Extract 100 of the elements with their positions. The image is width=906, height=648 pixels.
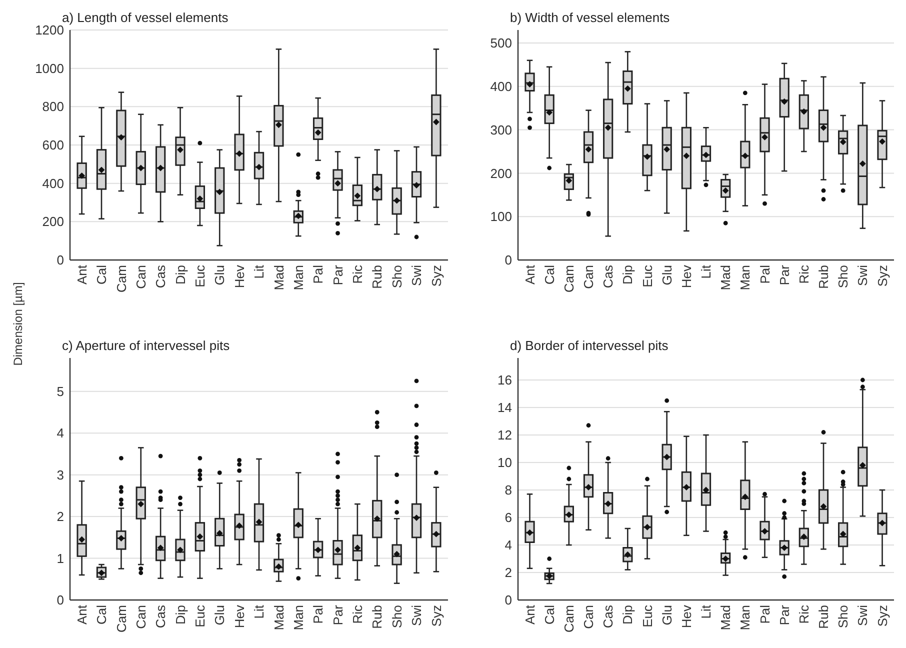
x-tick-label: Can <box>581 265 596 289</box>
y-tick-label: 200 <box>490 166 512 181</box>
x-tick-label: Cam <box>561 265 576 292</box>
x-tick-label: Rub <box>816 265 832 289</box>
y-tick-label: 6 <box>504 510 512 526</box>
y-tick-label: 400 <box>42 176 64 191</box>
x-tick-label: Euc <box>640 264 655 288</box>
x-tick-label: Swi <box>409 604 424 626</box>
x-tick-label: Ant <box>74 264 90 285</box>
x-tick-label: Can <box>133 605 148 629</box>
x-tick-label: Cas <box>153 264 168 288</box>
x-tick-label: Dip <box>620 605 636 625</box>
x-tick-label: Swi <box>409 264 424 286</box>
x-tick-label: Cal <box>542 604 557 625</box>
chart-title: b) Width of vessel elements <box>510 10 670 25</box>
x-tick-label: Mad <box>271 605 286 630</box>
y-tick-label: 100 <box>490 209 512 224</box>
x-tick-label: Dip <box>172 265 188 285</box>
x-tick-label: Cas <box>600 604 616 628</box>
y-tick-label: 3 <box>56 467 64 482</box>
x-tick-label: Pal <box>310 604 326 624</box>
x-tick-label: Man <box>290 605 306 630</box>
y-tick-label: 1 <box>56 550 64 566</box>
y-tick-label: 0 <box>56 592 64 608</box>
x-tick-label: Ant <box>522 264 538 285</box>
chart-title: c) Aperture of intervessel pits <box>62 338 230 353</box>
y-tick-label: 16 <box>498 372 512 388</box>
x-tick-label: Glu <box>659 605 674 626</box>
x-tick-label: Lit <box>252 604 267 619</box>
chart-title: a) Length of vessel elements <box>62 10 229 25</box>
x-tick-label: Mad <box>271 265 286 290</box>
x-tick-label: Ant <box>522 604 538 625</box>
x-tick-label: Man <box>738 265 753 290</box>
x-tick-label: Glu <box>212 265 228 286</box>
x-tick-label: Man <box>290 265 306 290</box>
y-tick-label: 12 <box>498 428 512 443</box>
x-tick-label: Euc <box>640 604 655 628</box>
y-tick-label: 500 <box>490 36 512 51</box>
x-tick-label: Syz <box>428 265 444 287</box>
x-tick-label: Ric <box>796 264 812 284</box>
x-tick-label: Rub <box>370 265 385 289</box>
x-tick-label: Glu <box>659 265 674 286</box>
y-axis-title: Dimension [µm] <box>11 282 25 366</box>
x-tick-label: Syz <box>428 605 444 627</box>
x-tick-label: Man <box>738 605 753 630</box>
y-tick-label: 10 <box>498 455 512 470</box>
x-tick-label: Ant <box>74 604 90 625</box>
x-tick-label: Sho <box>389 265 404 288</box>
x-tick-label: Syz <box>874 265 890 287</box>
y-tick-label: 0 <box>56 252 64 268</box>
y-tick-label: 4 <box>56 426 64 441</box>
x-tick-label: Par <box>776 264 792 286</box>
y-tick-label: 0 <box>504 592 512 608</box>
x-tick-label: Euc <box>192 604 208 628</box>
x-tick-label: Cal <box>94 264 110 285</box>
x-tick-label: Cas <box>600 264 616 288</box>
x-tick-label: Hev <box>678 264 694 288</box>
y-tick-label: 400 <box>490 78 512 94</box>
x-tick-label: Can <box>133 265 148 289</box>
chart-title: d) Border of intervessel pits <box>510 338 669 353</box>
y-tick-label: 2 <box>504 565 512 580</box>
x-tick-label: Par <box>330 604 346 626</box>
y-tick-label: 200 <box>42 214 64 230</box>
x-tick-label: Cam <box>114 605 129 632</box>
y-tick-label: 2 <box>56 509 64 524</box>
x-tick-label: Ric <box>350 264 365 284</box>
x-tick-label: Glu <box>212 605 228 626</box>
x-tick-label: Lit <box>252 264 267 279</box>
x-tick-label: Dip <box>620 265 636 285</box>
x-tick-label: Lit <box>698 264 714 279</box>
x-tick-label: Pal <box>310 264 326 284</box>
x-tick-label: Syz <box>874 605 890 627</box>
x-tick-label: Can <box>581 605 596 629</box>
x-tick-label: Rub <box>816 605 832 629</box>
x-tick-label: Ric <box>796 604 812 624</box>
x-tick-label: Ric <box>350 604 365 624</box>
y-tick-label: 14 <box>498 400 512 416</box>
y-tick-label: 5 <box>56 384 64 399</box>
x-tick-label: Cam <box>561 605 576 632</box>
x-tick-label: Hev <box>232 604 247 628</box>
y-tick-label: 8 <box>504 482 512 498</box>
x-tick-label: Rub <box>370 605 385 629</box>
x-tick-label: Sho <box>389 605 404 628</box>
x-tick-label: Sho <box>836 605 851 628</box>
x-tick-label: Par <box>330 264 346 286</box>
y-tick-label: 4 <box>504 538 512 553</box>
x-tick-label: Cas <box>153 604 168 628</box>
x-tick-label: Cam <box>114 265 129 292</box>
y-tick-label: 800 <box>42 99 64 114</box>
x-tick-label: Hev <box>678 604 694 628</box>
x-tick-label: Cal <box>94 604 110 625</box>
x-tick-label: Swi <box>855 264 870 286</box>
x-tick-label: Hev <box>232 264 247 288</box>
y-tick-label: 1000 <box>35 60 64 76</box>
x-tick-label: Euc <box>192 264 208 288</box>
y-tick-label: 1200 <box>35 22 64 38</box>
x-tick-label: Mad <box>718 265 734 290</box>
y-tick-label: 0 <box>504 252 512 268</box>
x-tick-label: Cal <box>542 264 557 285</box>
x-tick-label: Par <box>776 604 792 626</box>
